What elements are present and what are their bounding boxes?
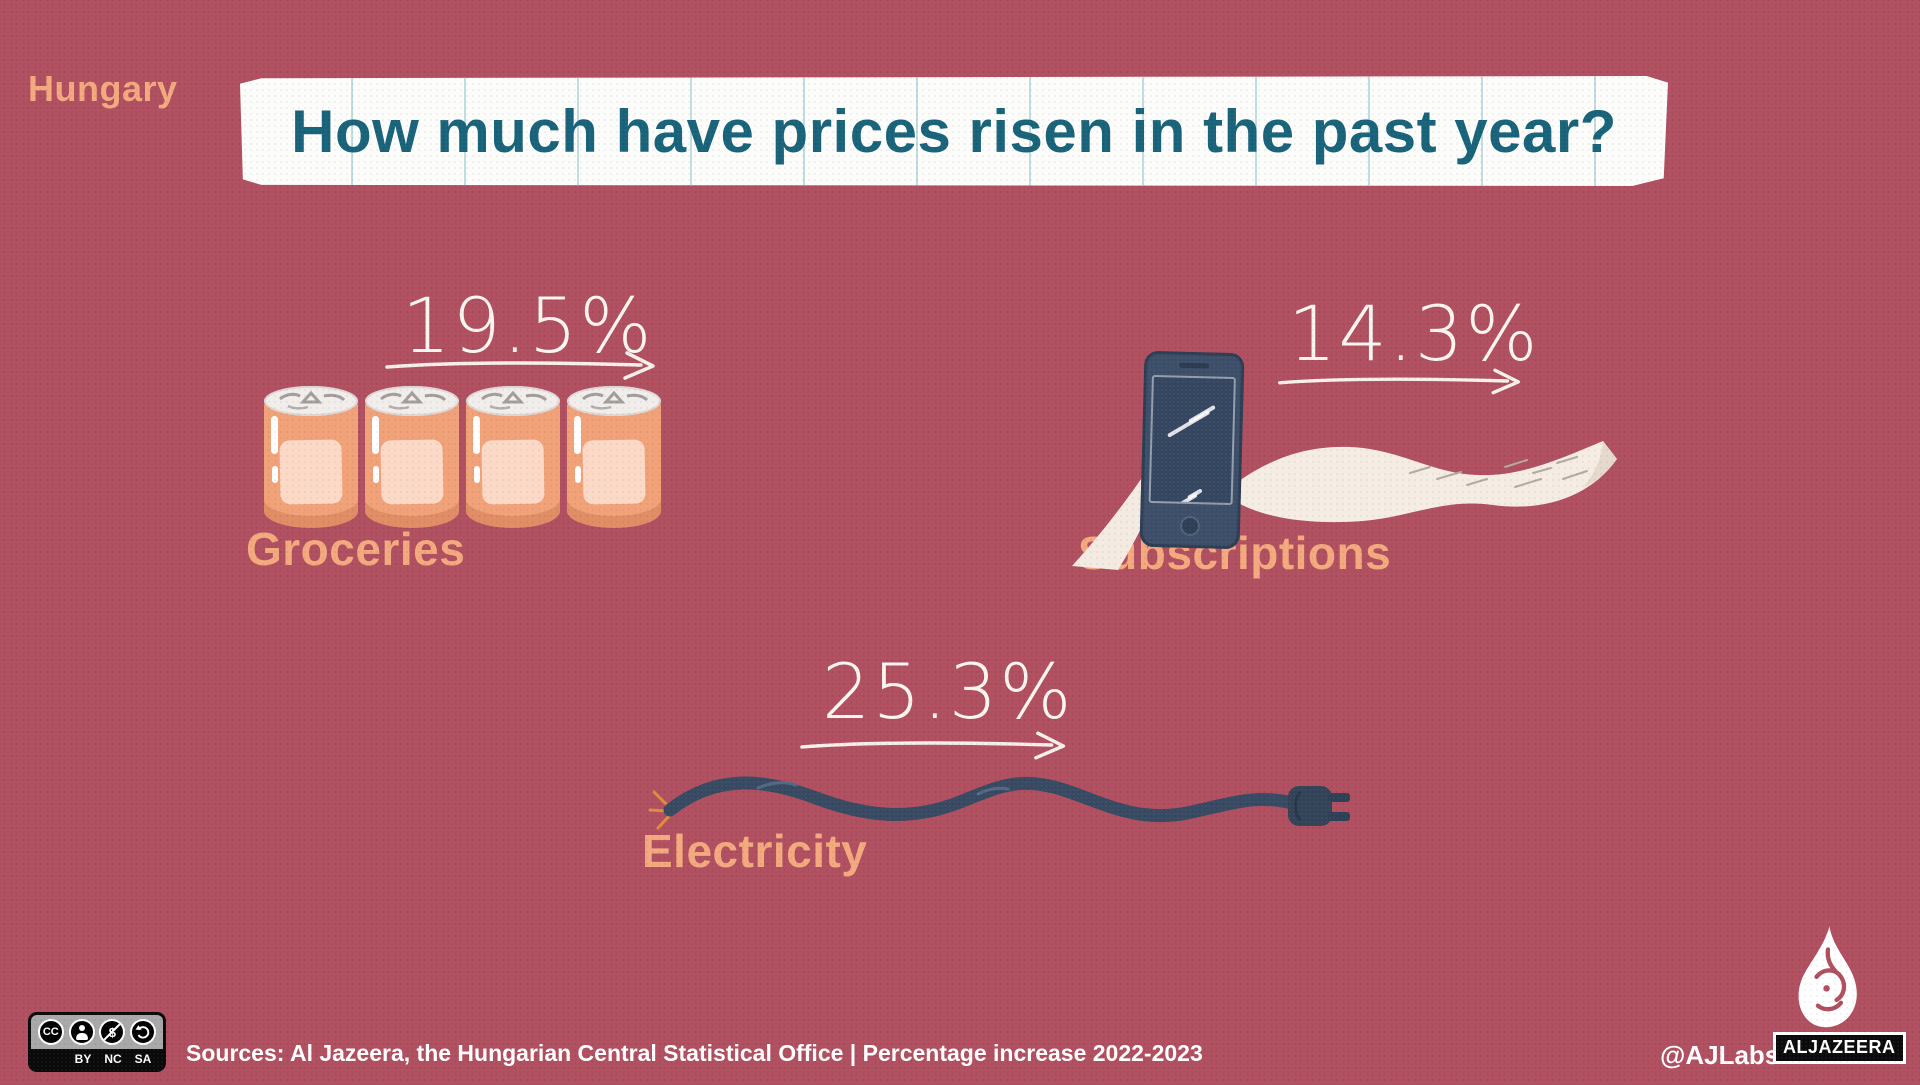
cc-icon: CC bbox=[37, 1019, 64, 1045]
sources-text: Sources: Al Jazeera, the Hungarian Centr… bbox=[186, 1040, 1203, 1066]
phone-home-button bbox=[1179, 515, 1201, 537]
tin-can-icon bbox=[365, 386, 459, 528]
subscriptions-value: 14.3% bbox=[1288, 289, 1540, 378]
cc-icons-row: CC $ bbox=[31, 1015, 163, 1049]
tin-can-icon bbox=[567, 386, 661, 528]
cc-labels-row: BY NC SA bbox=[74, 1052, 152, 1066]
power-cable-icon bbox=[648, 776, 1350, 830]
increase-arrow-icon bbox=[385, 351, 655, 380]
receipt-icon bbox=[1223, 441, 1617, 523]
cc-by-icon bbox=[68, 1019, 95, 1045]
electricity-value: 25.3% bbox=[822, 647, 1074, 736]
ajlabs-handle: @AJLabs bbox=[1660, 1040, 1780, 1070]
electricity-label: Electricity bbox=[642, 825, 868, 877]
increase-arrow-icon bbox=[1278, 368, 1520, 395]
increase-arrow-icon bbox=[800, 731, 1066, 760]
phone-speaker bbox=[1179, 362, 1210, 369]
cc-sa-icon bbox=[130, 1019, 157, 1045]
tin-can-icon bbox=[264, 386, 358, 528]
title-banner: How much have prices risen in the past y… bbox=[240, 76, 1668, 186]
smartphone-icon bbox=[1139, 350, 1245, 550]
can-lid bbox=[264, 386, 358, 416]
can-label bbox=[279, 439, 343, 505]
plug-icon bbox=[1288, 786, 1350, 826]
tin-can-icon bbox=[466, 386, 560, 528]
page-title: How much have prices risen in the past y… bbox=[291, 97, 1617, 165]
cc-license-badge: CC $ BY NC SA bbox=[28, 1012, 166, 1072]
phone-screen bbox=[1148, 374, 1236, 506]
groceries-label: Groceries bbox=[246, 523, 466, 575]
groceries-value: 19.5% bbox=[402, 281, 654, 370]
cc-nc-icon: $ bbox=[99, 1019, 126, 1045]
country-label: Hungary bbox=[28, 68, 178, 109]
aljazeera-logo-icon bbox=[1798, 926, 1857, 1028]
aljazeera-wordmark: ALJAZEERA bbox=[1773, 1032, 1906, 1064]
